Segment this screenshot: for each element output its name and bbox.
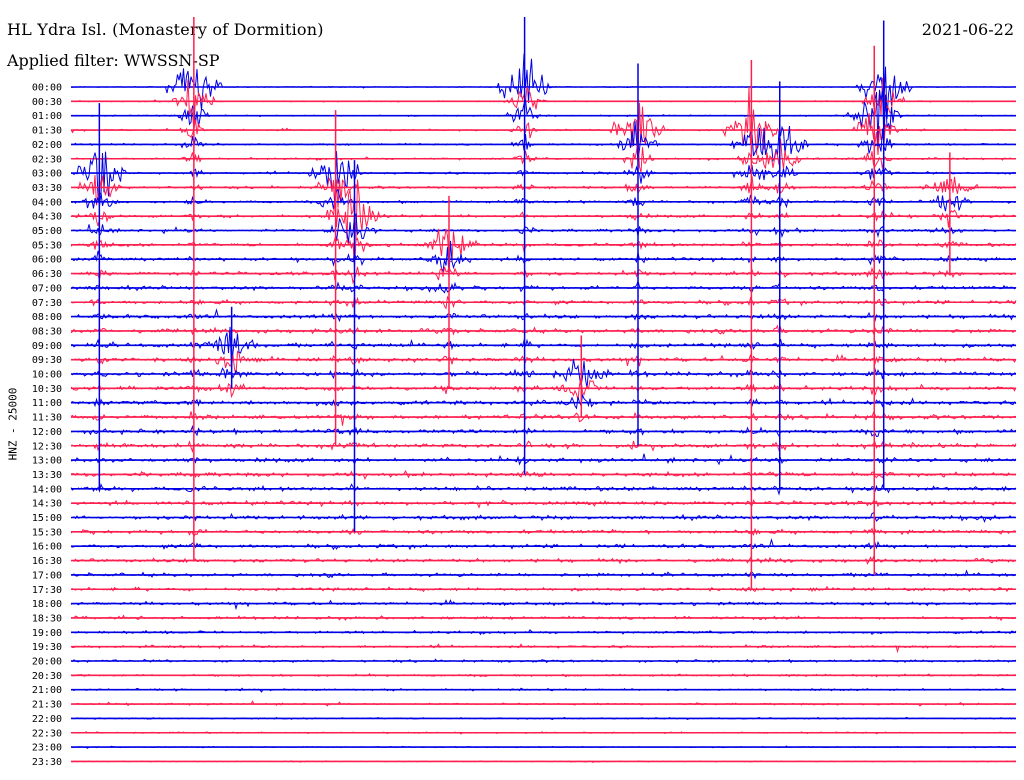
seismic-traces [70,17,1017,763]
y-tick-label: 15:30 [32,527,62,538]
y-tick-label: 01:30 [32,126,62,137]
y-tick-label: 17:00 [32,570,62,581]
y-tick-label: 08:30 [32,326,62,337]
y-tick-label: 19:00 [32,628,62,639]
y-tick-label: 04:30 [32,212,62,223]
record-date: 2021-06-22 [921,20,1014,39]
y-tick-label: 10:00 [32,370,62,381]
trace-row-1300 [70,453,1017,466]
y-tick-label: 04:00 [32,197,62,208]
y-tick-label: 16:30 [32,556,62,567]
y-tick-label: 20:00 [32,657,62,668]
y-tick-label: 18:30 [32,613,62,624]
y-tick-label: 10:30 [32,384,62,395]
y-tick-label: 05:00 [32,226,62,237]
y-tick-label: 21:30 [32,700,62,711]
y-tick-label: 21:00 [32,685,62,696]
y-tick-label: 19:30 [32,642,62,653]
y-tick-label: 13:30 [32,470,62,481]
y-tick-label: 07:00 [32,283,62,294]
y-tick-label: 03:30 [32,183,62,194]
y-tick-label: 13:00 [32,456,62,467]
filter-label: Applied filter: WWSSN-SP [7,51,220,70]
y-tick-label: 22:30 [32,728,62,739]
y-tick-label: 02:00 [32,140,62,151]
y-tick-label: 17:30 [32,585,62,596]
station-title: HL Ydra Isl. (Monastery of Dormition) [7,20,324,39]
y-tick-label: 15:00 [32,513,62,524]
y-tick-label: 05:30 [32,240,62,251]
y-tick-label: 09:30 [32,355,62,366]
y-tick-label: 11:30 [32,413,62,424]
trace-row-1430 [70,499,1017,509]
y-tick-label: 06:00 [32,255,62,266]
y-tick-label: 07:30 [32,298,62,309]
y-tick-label: 02:30 [32,154,62,165]
y-tick-labels: 00:00 00:30 01:00 01:30 02:00 02:30 03:00 03:30… [32,83,62,768]
y-tick-label: 20:30 [32,671,62,682]
y-tick-label: 11:00 [32,398,62,409]
y-tick-label: 22:00 [32,714,62,725]
y-tick-label: 12:30 [32,441,62,452]
y-tick-label: 00:00 [32,83,62,94]
y-tick-label: 23:30 [32,757,62,768]
y-tick-label: 06:30 [32,269,62,280]
y-tick-label: 09:00 [32,341,62,352]
y-tick-label: 12:00 [32,427,62,438]
y-tick-label: 23:00 [32,743,62,754]
y-tick-label: 18:00 [32,599,62,610]
y-tick-label: 16:00 [32,542,62,553]
trace-row-1930 [70,643,1017,654]
y-tick-label: 14:30 [32,499,62,510]
y-tick-label: 14:00 [32,484,62,495]
y-tick-label: 00:30 [32,97,62,108]
y-tick-label: 01:00 [32,111,62,122]
y-tick-label: 08:00 [32,312,62,323]
y-tick-label: 03:00 [32,169,62,180]
